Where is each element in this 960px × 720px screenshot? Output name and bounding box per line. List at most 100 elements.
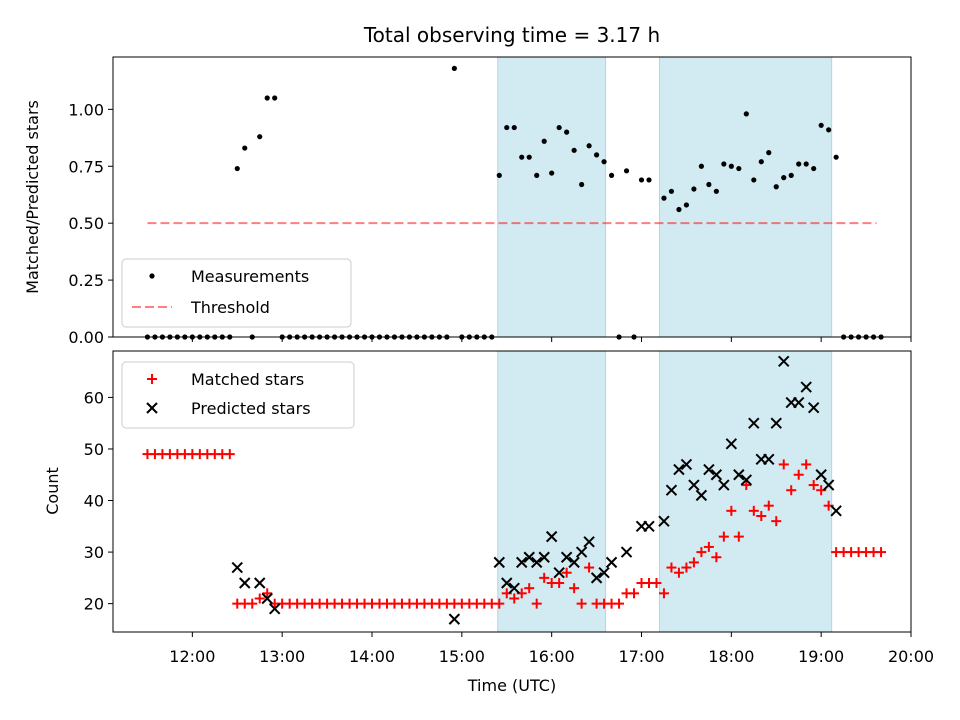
measurement-point bbox=[257, 134, 263, 140]
predicted-point bbox=[763, 453, 775, 465]
measurement-point bbox=[451, 65, 457, 71]
measurement-point bbox=[586, 143, 592, 149]
predicted-point bbox=[590, 572, 603, 584]
matched-point bbox=[748, 505, 759, 516]
shaded-span-2 bbox=[658, 56, 833, 338]
measurement-point bbox=[564, 129, 570, 135]
measurement-point bbox=[646, 177, 652, 183]
measurement-point bbox=[504, 124, 510, 131]
measurement-point bbox=[549, 170, 555, 176]
top-legend: Measurements Threshold bbox=[121, 258, 352, 328]
predicted-point bbox=[718, 479, 730, 491]
measurement-point bbox=[773, 184, 779, 190]
measurement-point bbox=[272, 95, 278, 101]
y-tick-label: 60 bbox=[84, 388, 104, 407]
matched-point bbox=[509, 593, 520, 604]
legend-plus-glyph bbox=[147, 374, 157, 384]
legend-marker-plus bbox=[147, 374, 157, 384]
y-tick-label: 40 bbox=[84, 492, 104, 511]
predicted-point bbox=[770, 417, 782, 429]
legend-label-measurements: Measurements bbox=[191, 267, 309, 286]
predicted-point bbox=[748, 417, 760, 429]
matched-point bbox=[688, 557, 699, 568]
measurement-point bbox=[534, 172, 540, 178]
measurement-point bbox=[781, 175, 787, 181]
predicted-point bbox=[231, 561, 243, 574]
matched-point bbox=[539, 572, 550, 583]
top-chart-title: Total observing time = 3.17 h bbox=[363, 23, 660, 47]
matched-point bbox=[494, 598, 505, 609]
predicted-point bbox=[688, 479, 700, 491]
predicted-point bbox=[560, 551, 573, 563]
measurement-point bbox=[556, 124, 562, 131]
y-tick-label: 50 bbox=[84, 440, 104, 459]
predicted-point bbox=[703, 463, 715, 476]
predicted-point bbox=[665, 484, 678, 496]
measurement-point bbox=[668, 188, 675, 194]
legend-marker-x bbox=[146, 402, 158, 414]
predicted-point bbox=[516, 556, 528, 569]
bottom-y-ticks: 20 30 40 50 60 bbox=[84, 388, 113, 614]
matched-point bbox=[658, 588, 669, 599]
x-tick-label: 14:00 bbox=[349, 647, 395, 666]
x-tick-label: 20:00 bbox=[888, 647, 934, 666]
matched-point bbox=[703, 541, 714, 552]
measurement-point bbox=[833, 154, 839, 160]
measurement-point bbox=[234, 165, 240, 172]
matched-point bbox=[651, 578, 662, 589]
matched-point bbox=[254, 593, 265, 604]
shaded-span-2 bbox=[658, 350, 833, 633]
measurement-point bbox=[242, 145, 248, 151]
y-tick-label: 0.50 bbox=[68, 214, 104, 233]
matched-point bbox=[793, 469, 804, 480]
measurement-point bbox=[826, 127, 832, 133]
measurement-point bbox=[638, 177, 645, 183]
measurement-point bbox=[751, 177, 757, 183]
top-y-ticks: 0.00 0.25 0.50 0.75 1.00 bbox=[68, 100, 113, 347]
matched-point bbox=[584, 562, 595, 573]
matched-point bbox=[247, 598, 258, 609]
measurement-point bbox=[706, 181, 712, 188]
predicted-point bbox=[822, 479, 835, 491]
y-tick-label: 30 bbox=[84, 543, 104, 562]
y-tick-label: 0.75 bbox=[68, 157, 104, 176]
x-tick-label: 13:00 bbox=[259, 647, 305, 666]
measurement-point bbox=[796, 161, 802, 167]
measurement-point bbox=[736, 165, 742, 172]
matched-point bbox=[786, 485, 797, 496]
bottom-panel: 20 30 40 50 60 12:00 13:00 14:00 15:00 16:00 17:0… bbox=[43, 350, 934, 695]
measurement-point bbox=[623, 168, 630, 174]
predicted-point bbox=[830, 505, 842, 517]
measurement-point bbox=[511, 124, 517, 131]
predicted-point bbox=[523, 551, 535, 563]
matched-point bbox=[666, 562, 677, 573]
predicted-point bbox=[733, 469, 745, 481]
measurement-point bbox=[496, 172, 502, 178]
legend-label-predicted: Predicted stars bbox=[191, 399, 311, 418]
measurement-point bbox=[728, 163, 734, 169]
matched-point bbox=[778, 459, 789, 470]
x-tick-label: 18:00 bbox=[708, 647, 754, 666]
predicted-stars-series bbox=[231, 355, 842, 625]
predicted-point bbox=[545, 530, 558, 543]
matched-point bbox=[771, 516, 782, 527]
measurement-point bbox=[608, 172, 615, 178]
predicted-point bbox=[598, 566, 610, 579]
x-tick-label: 17:00 bbox=[618, 647, 664, 666]
predicted-point bbox=[448, 613, 461, 625]
bottom-axes-frame bbox=[112, 350, 912, 633]
y-tick-label: 1.00 bbox=[68, 100, 104, 119]
predicted-point bbox=[568, 556, 580, 569]
legend-label-matched: Matched stars bbox=[191, 370, 304, 389]
matched-point bbox=[808, 480, 819, 491]
predicted-point bbox=[695, 489, 708, 502]
x-tick-label: 12:00 bbox=[169, 647, 215, 666]
matched-point bbox=[763, 500, 774, 511]
top-legend-box bbox=[121, 258, 352, 328]
matched-point bbox=[711, 552, 722, 563]
y-tick-label: 0.25 bbox=[68, 271, 104, 290]
predicted-point bbox=[254, 577, 266, 589]
x-tick-label: 15:00 bbox=[439, 647, 485, 666]
predicted-point bbox=[538, 551, 550, 563]
